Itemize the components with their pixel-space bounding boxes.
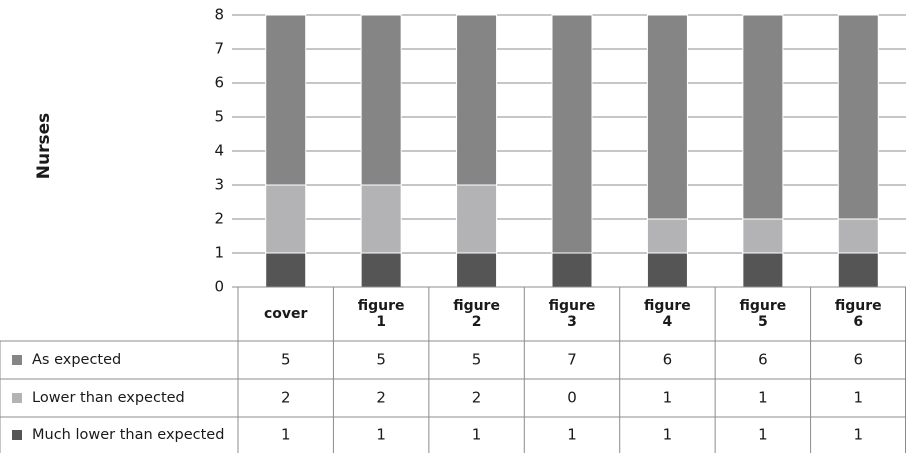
table-value: 2 [281, 389, 291, 407]
bar-segment [456, 184, 498, 254]
y-axis-label: Nurses [34, 113, 54, 179]
bar-segment [742, 218, 784, 254]
y-tick-label: 5 [214, 108, 224, 126]
y-tick-label: 0 [214, 278, 224, 296]
table-value: 1 [663, 389, 673, 407]
table-value: 6 [758, 351, 768, 369]
bar-segment [551, 252, 593, 288]
bar-segment [265, 184, 307, 254]
bar-segment [456, 14, 498, 186]
bar-segment [646, 218, 688, 254]
bar-segment [551, 14, 593, 254]
table-value: 1 [376, 426, 386, 444]
table-value: 6 [854, 351, 864, 369]
bars [265, 14, 879, 288]
category-label: figure 4 [644, 298, 691, 330]
y-tick-label: 4 [214, 142, 224, 160]
bar-segment [837, 252, 879, 288]
y-tick-label: 6 [214, 74, 224, 92]
y-tick-label: 2 [214, 210, 224, 228]
table-value: 5 [281, 351, 291, 369]
bar-segment [360, 252, 402, 288]
bar-segment [837, 218, 879, 254]
y-tick-label: 8 [214, 6, 224, 24]
legend-swatch [12, 355, 22, 365]
bar-segment [646, 252, 688, 288]
table-value: 1 [758, 389, 768, 407]
category-label: figure 1 [358, 298, 405, 330]
legend-label: Lower than expected [32, 390, 185, 406]
legend-label: Much lower than expected [32, 427, 224, 443]
bar-segment [456, 252, 498, 288]
bar-segment [742, 14, 784, 220]
bar-segment [360, 184, 402, 254]
bar-segment [646, 14, 688, 220]
category-label: figure 2 [453, 298, 500, 330]
y-tick-label: 3 [214, 176, 224, 194]
bar-segment [837, 14, 879, 220]
legend-swatch [12, 430, 22, 440]
y-tick-label: 1 [214, 244, 224, 262]
table-value: 5 [472, 351, 482, 369]
category-label: cover [264, 306, 308, 322]
table-value: 0 [567, 389, 577, 407]
table-value: 1 [663, 426, 673, 444]
category-label: figure 3 [549, 298, 596, 330]
y-axis-ticks: 0 1 2 3 4 5 6 7 8 [214, 6, 238, 296]
table-value: 6 [663, 351, 673, 369]
bar-segment [742, 252, 784, 288]
legend-swatch [12, 393, 22, 403]
table-value: 2 [472, 389, 482, 407]
table-value: 1 [854, 426, 864, 444]
legend-label: As expected [32, 352, 121, 368]
table-value: 5 [376, 351, 386, 369]
bar-segment [360, 14, 402, 186]
bar-segment [265, 252, 307, 288]
table-value: 1 [854, 389, 864, 407]
table-value: 1 [758, 426, 768, 444]
table-value: 1 [567, 426, 577, 444]
category-label: figure 6 [835, 298, 882, 330]
table-value: 1 [281, 426, 291, 444]
table-value: 7 [567, 351, 577, 369]
table-value: 1 [472, 426, 482, 444]
bar-segment [265, 14, 307, 186]
y-tick-label: 7 [214, 40, 224, 58]
data-table: cover figure 1 figure 2 figure 3 figure 4 figure 5… [0, 286, 906, 453]
table-value: 2 [376, 389, 386, 407]
category-label: figure 5 [739, 298, 786, 330]
